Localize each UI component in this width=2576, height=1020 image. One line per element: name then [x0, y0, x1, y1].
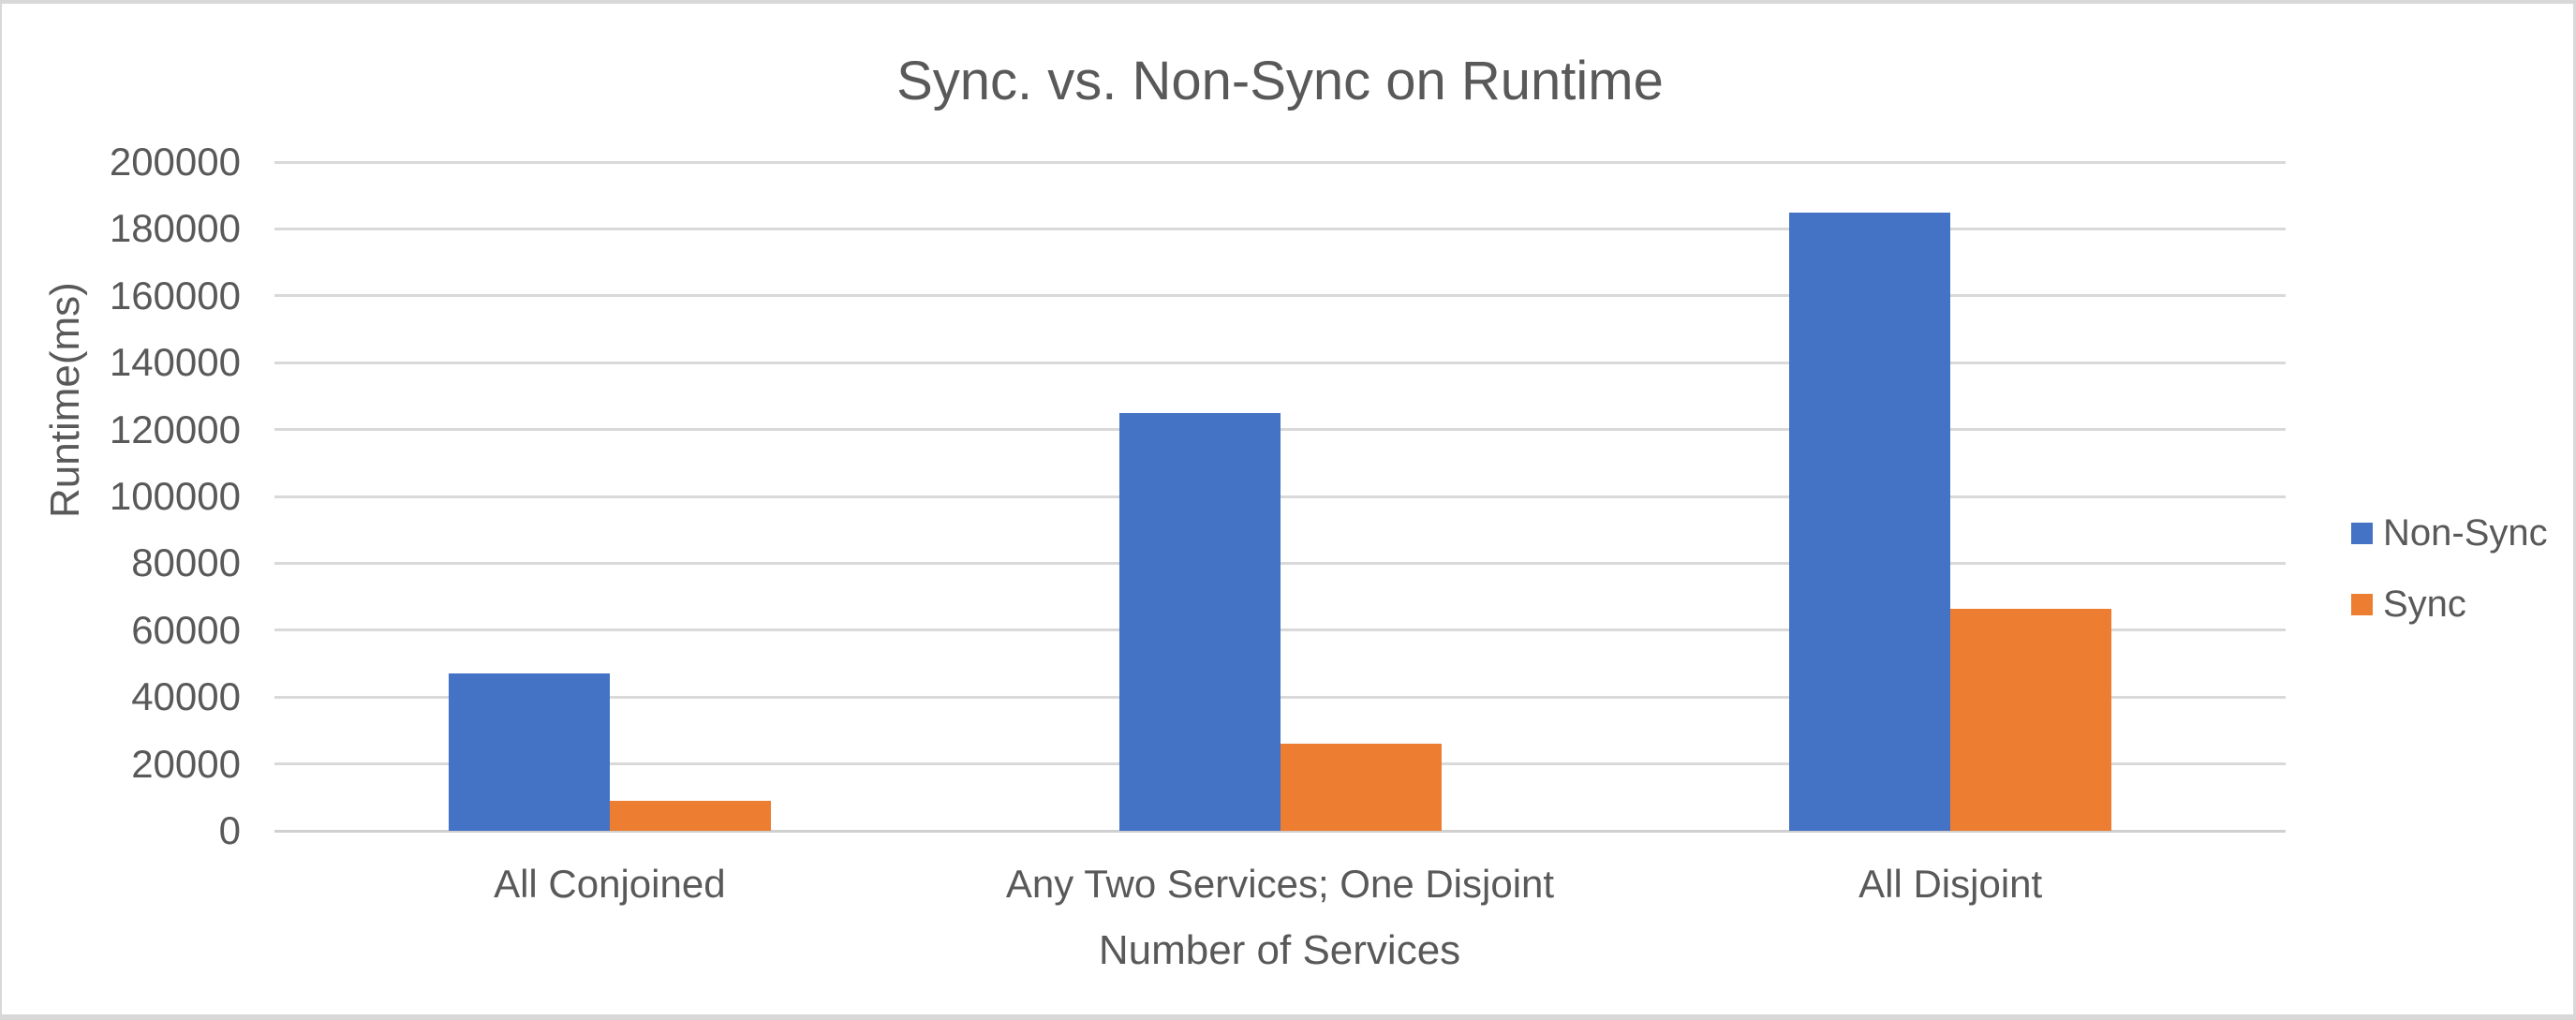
x-axis-line — [274, 829, 2286, 833]
y-tick-label: 160000 — [109, 273, 241, 318]
gridline — [274, 294, 2286, 298]
gridline — [274, 361, 2286, 364]
y-tick-label: 80000 — [131, 540, 241, 585]
legend-label-non-sync: Non-Sync — [2383, 512, 2548, 554]
gridline — [274, 428, 2286, 432]
y-tick-label: 60000 — [131, 607, 241, 652]
legend-entry-non-sync: Non-Sync — [2351, 511, 2548, 554]
gridline — [274, 495, 2286, 498]
bar-non-sync-any-two-services-one-disjoint — [1118, 412, 1281, 831]
bar-non-sync-all-conjoined — [448, 673, 610, 831]
gridline — [274, 695, 2286, 699]
y-tick-label: 40000 — [131, 674, 241, 719]
bar-non-sync-all-disjoint — [1789, 212, 1951, 831]
y-tick-label: 20000 — [131, 741, 241, 786]
bar-sync-all-disjoint — [1950, 608, 2112, 831]
bar-sync-all-conjoined — [609, 800, 771, 831]
gridline — [274, 160, 2286, 164]
y-tick-label: 120000 — [109, 407, 241, 451]
legend-swatch-sync — [2351, 593, 2373, 615]
legend-swatch-non-sync — [2351, 522, 2373, 544]
x-category-label-all-disjoint: All Disjoint — [1858, 862, 2043, 906]
gridline — [274, 628, 2286, 632]
plot-area — [274, 160, 2286, 833]
y-tick-label: 200000 — [109, 140, 241, 184]
bar-sync-any-two-services-one-disjoint — [1280, 744, 1442, 831]
legend-entry-sync: Sync — [2351, 583, 2548, 626]
gridline — [274, 561, 2286, 565]
y-tick-label: 140000 — [109, 340, 241, 385]
legend: Non-Sync Sync — [2351, 511, 2548, 626]
y-tick-label: 100000 — [109, 474, 241, 518]
x-category-label-any-two-services-one-disjoint: Any Two Services; One Disjoint — [1005, 862, 1555, 906]
x-axis-title: Number of Services — [1098, 927, 1461, 973]
y-tick-label: 180000 — [109, 206, 241, 251]
gridline — [274, 227, 2286, 230]
legend-label-sync: Sync — [2383, 584, 2466, 625]
y-tick-label: 0 — [218, 808, 241, 852]
chart-title: Sync. vs. Non-Sync on Runtime — [896, 51, 1664, 111]
x-category-label-all-conjoined: All Conjoined — [494, 862, 726, 906]
